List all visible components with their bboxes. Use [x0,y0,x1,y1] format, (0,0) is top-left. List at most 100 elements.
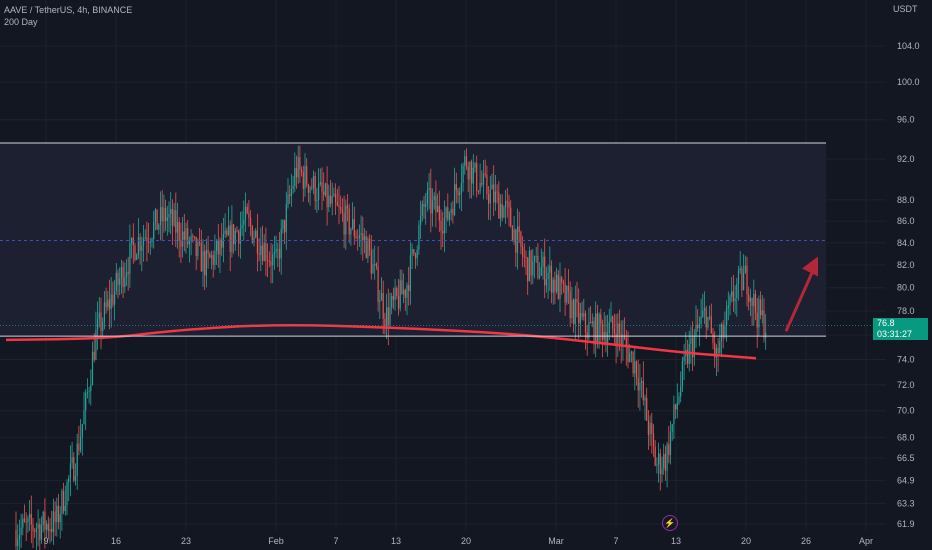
candle-body [462,165,464,184]
candle-body [729,296,731,306]
candle-body [731,291,733,297]
lightning-icon[interactable]: ⚡ [662,515,678,531]
candle-body [414,253,417,259]
candle-body [227,225,230,235]
candle-body [324,183,326,195]
candle-body [404,289,406,299]
candle-body [42,511,44,525]
price-tick-label: 61.9 [897,519,915,529]
candle-body [353,219,355,237]
candle-body [216,240,218,251]
symbol-title[interactable]: AAVE / TetherUS, 4h, BINANCE [4,5,133,15]
candle-body [661,468,663,475]
candle-body [503,207,505,218]
candle-body [576,298,578,303]
candle-body [445,207,447,218]
candle-body [506,201,508,203]
candle-body [374,263,376,265]
arrow-shaft [784,269,815,332]
candle-body [627,346,629,362]
candle-body [758,299,760,328]
candle-body [411,249,413,256]
candle-body [520,231,522,247]
candle-body [149,242,151,243]
candle-body [285,204,287,233]
candle-body [64,505,66,512]
candle-body [311,187,313,189]
candle-body [185,228,187,240]
candle-body [714,342,716,358]
candle-body [17,539,19,547]
candle-body [358,235,360,238]
price-axis[interactable]: 61.963.364.966.568.070.072.074.076.078.0… [886,0,932,550]
candle-body [608,322,610,334]
candle-body [341,209,343,214]
candle-body [375,263,377,267]
candle-body [204,251,206,276]
candle-body [23,518,26,522]
indicator-label[interactable]: 200 Day [4,17,38,27]
candle-body [455,184,457,191]
candle-body [430,188,432,214]
candle-body [663,453,665,469]
candle-body [654,446,656,466]
candle-body [736,283,738,299]
candle-body [530,250,532,276]
candle-body [39,523,41,540]
candle-body [108,299,111,309]
candle-body [144,237,146,239]
candle-body [69,463,71,479]
bar-countdown: 03:31:27 [877,329,913,339]
candle-body [761,310,763,316]
candle-body [331,196,333,204]
candle-body [712,333,714,343]
candle-body [652,433,655,447]
price-tick-label: 88.0 [897,195,915,205]
candle-body [171,209,173,226]
candle-body [590,322,592,324]
candle-body [722,324,724,337]
candle-body [20,527,22,535]
candle-body [205,249,207,276]
candle-body [494,191,496,203]
candles [15,145,767,550]
candle-body [210,255,213,258]
candle-body [301,169,303,173]
candle-body [715,347,717,358]
candle-body [73,457,75,481]
candle-body [537,255,539,278]
candle-body [214,250,216,265]
candle-body [127,272,129,274]
candle-body [656,464,658,466]
candle-body [635,361,638,378]
up-arrow-annotation[interactable] [784,256,818,332]
candle-body [115,272,117,292]
candle-body [175,210,177,233]
candle-body [700,316,702,324]
candle-body [477,190,479,192]
candle-body [360,233,362,236]
candle-body [384,318,386,327]
candle-body [440,220,442,231]
candle-body [489,189,491,204]
candle-body [260,245,262,255]
candle-body [114,291,116,305]
candle-body [107,299,109,307]
candle-body [100,312,102,332]
candle-body [622,334,624,345]
candle-body [74,475,77,481]
candle-body [387,307,389,325]
time-axis[interactable]: 91623Feb71320Mar7132026Apr10 [43,536,932,546]
time-tick-label: 16 [111,536,121,546]
candle-body [418,225,420,250]
candle-body [753,293,755,307]
candle-body [613,328,615,334]
candle-body [132,237,134,246]
candle-body [680,386,682,397]
candle-body [569,291,571,318]
candle-body [692,338,694,358]
candle-body [703,308,706,311]
candle-body [85,392,87,411]
candle-body [309,187,311,193]
